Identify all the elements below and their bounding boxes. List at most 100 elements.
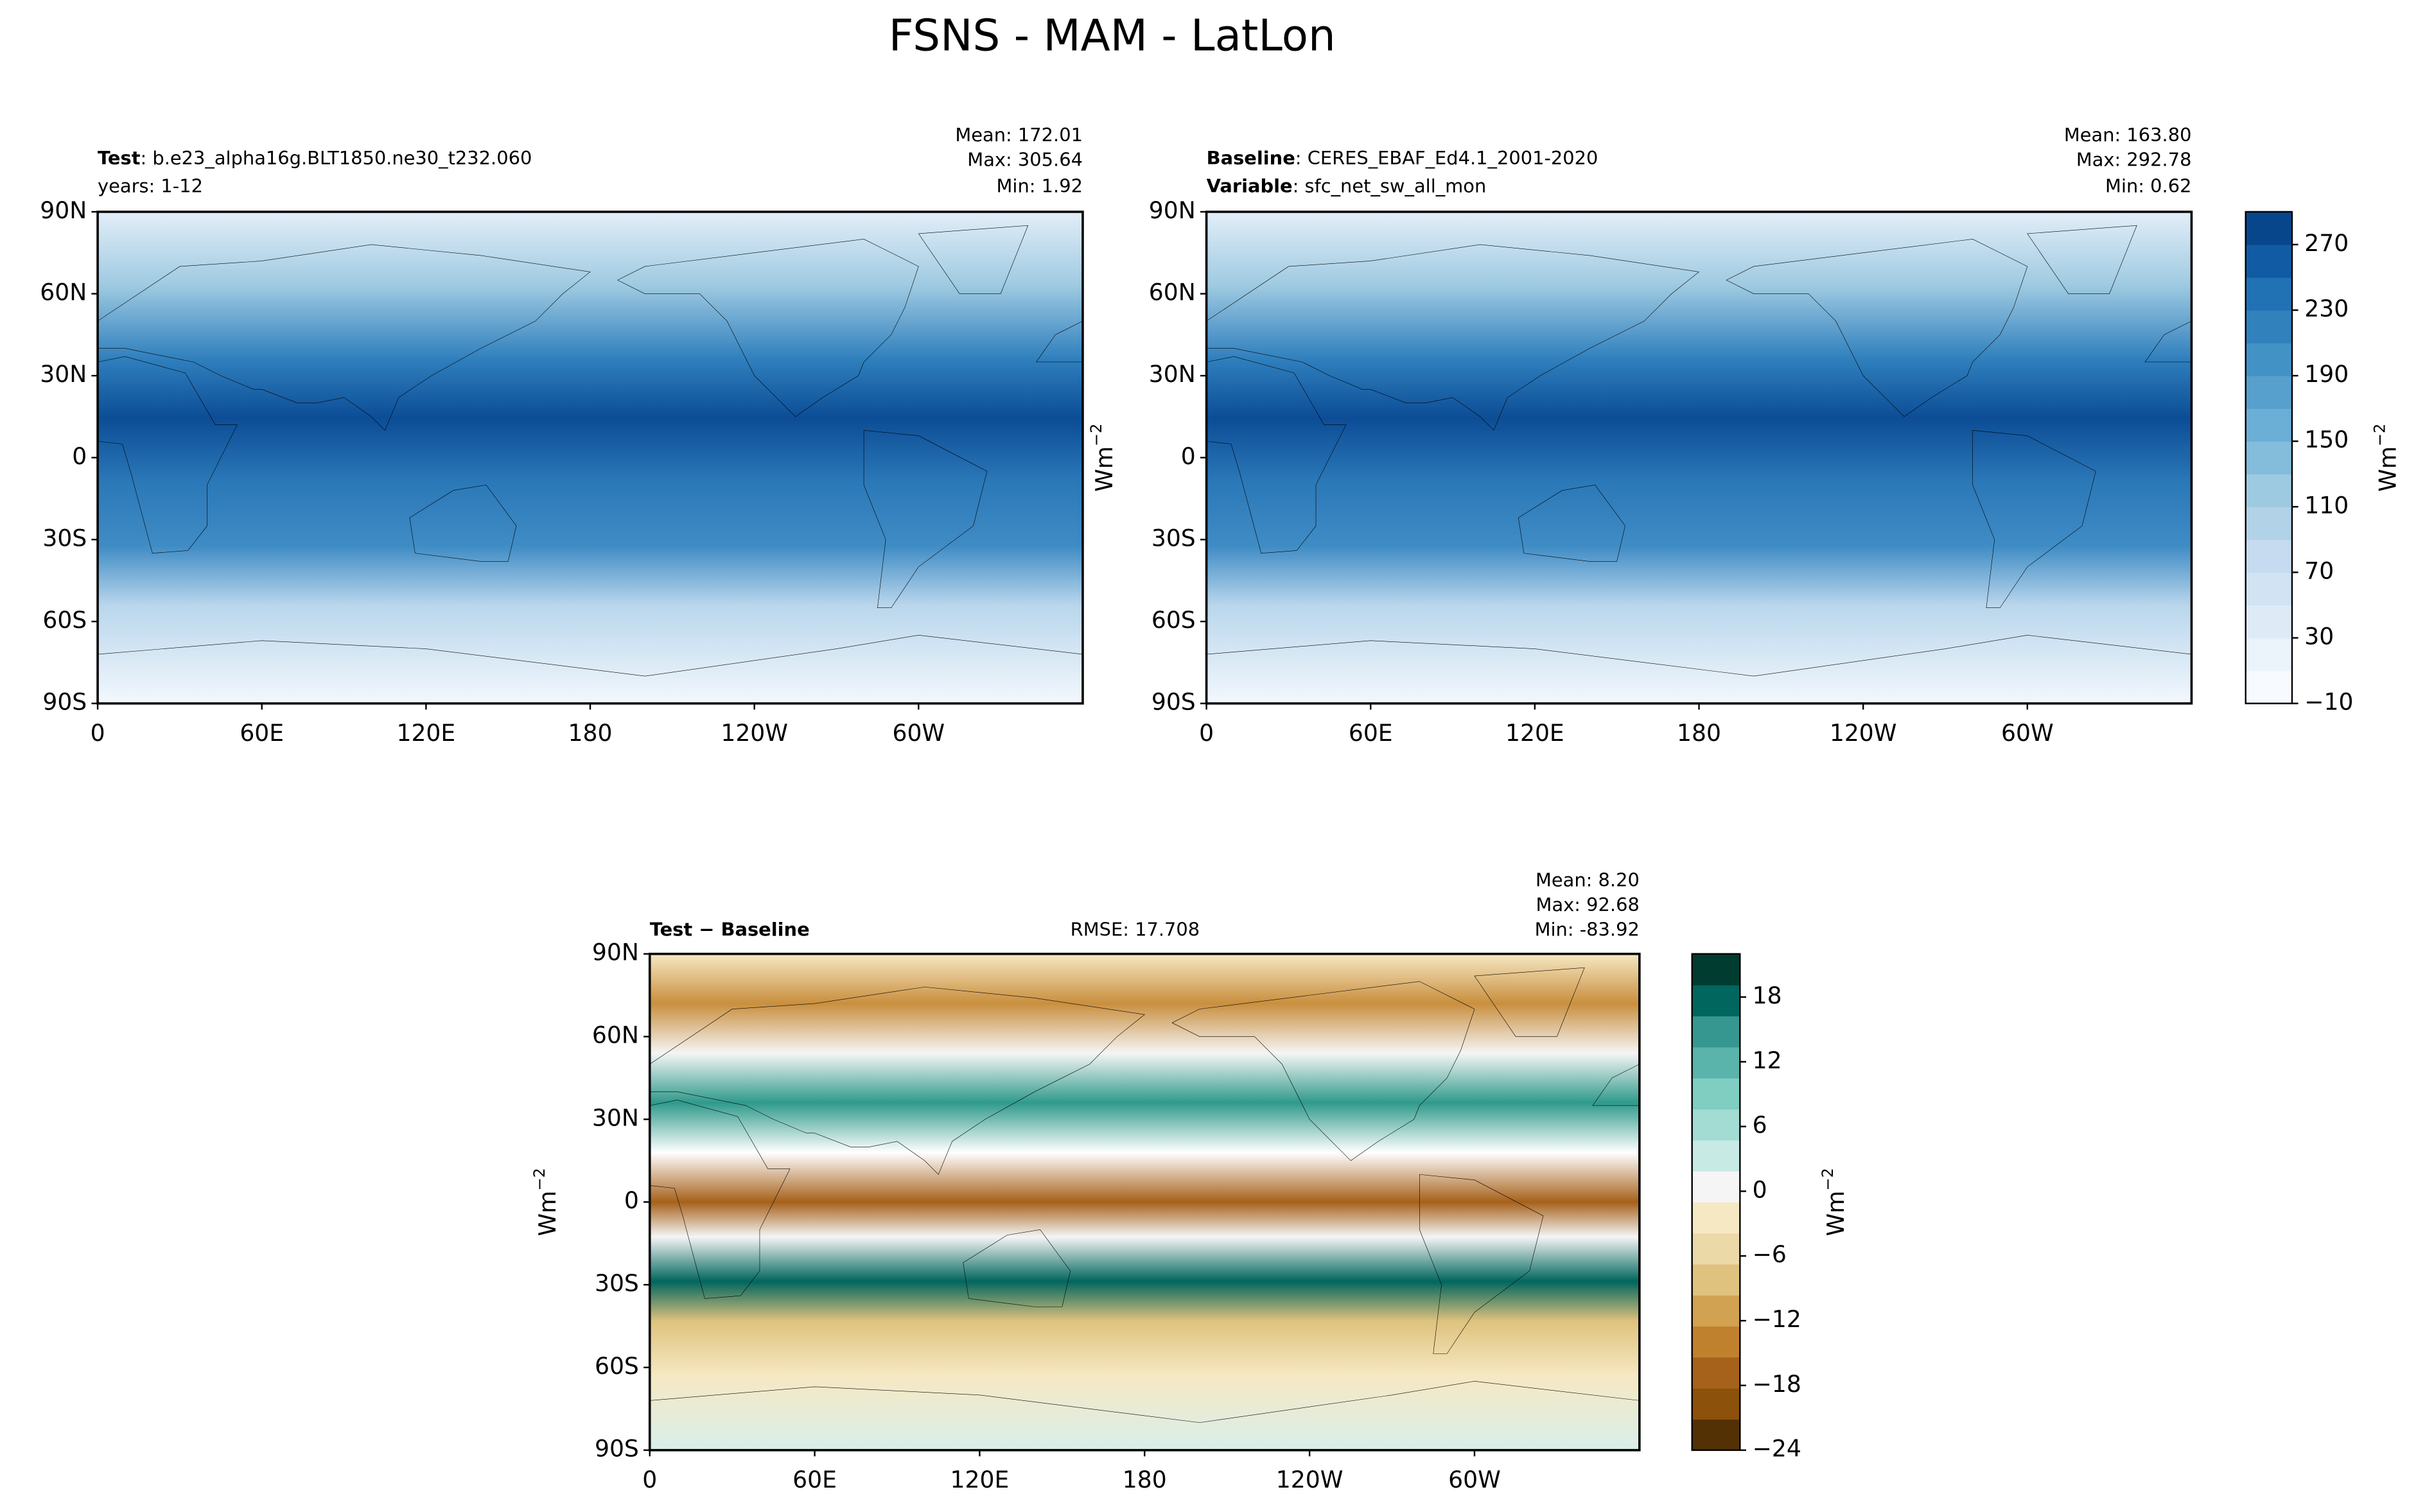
unit-exp: −2: [530, 1168, 548, 1190]
colorbar-tick-label: −6: [1753, 1240, 1787, 1268]
y-tick-label: 90S: [1151, 688, 1196, 716]
colorbar-band: [1692, 1357, 1740, 1389]
y-tick-label: 60S: [42, 606, 87, 634]
colorbar-tick-label: −12: [1753, 1305, 1801, 1333]
panel-label: Test: b.e23_alpha16g.BLT1850.ne30_t232.0…: [98, 147, 532, 169]
colorbar-band: [2245, 408, 2292, 442]
unit-exp: −2: [1087, 424, 1105, 446]
colorbar-tick-label: 190: [2304, 360, 2349, 388]
colorbar-band: [2245, 441, 2292, 475]
colorbar-band: [2245, 211, 2292, 245]
panel-stat: Min: 0.62: [2105, 175, 2191, 196]
panel-label: years: 1-12: [98, 175, 203, 196]
colorbar-band: [1692, 1077, 1740, 1109]
colorbar-tick-label: 30: [2304, 623, 2334, 650]
x-tick-label: 60W: [1448, 1466, 1501, 1493]
panel-label-text: years: 1-12: [98, 175, 203, 196]
colorbar-band: [1692, 1295, 1740, 1327]
map-field: [649, 953, 1640, 1450]
colorbar-band: [2245, 474, 2292, 508]
colorbar-band: [1692, 1388, 1740, 1420]
colorbar-tick-label: 12: [1753, 1047, 1782, 1074]
panel-label-key: Test: [98, 147, 141, 169]
unit-exp: −2: [2371, 424, 2389, 446]
y-tick-label: 90N: [1149, 196, 1196, 224]
unit-exp: −2: [1819, 1168, 1837, 1190]
colorbar-tick-label: 0: [1753, 1176, 1767, 1203]
colorbar-band: [2245, 376, 2292, 409]
y-tick-label: 90N: [592, 939, 639, 966]
y-tick-label: 30N: [40, 360, 87, 388]
colorbar-band: [2245, 605, 2292, 639]
colorbar-band: [2245, 277, 2292, 311]
unit-base: Wm: [1822, 1190, 1850, 1236]
colorbar-band: [1692, 985, 1740, 1017]
x-tick-label: 120E: [396, 719, 455, 747]
y-tick-label: 90S: [42, 688, 87, 716]
colorbar-tick-label: 230: [2304, 295, 2349, 322]
x-tick-label: 120E: [950, 1466, 1010, 1493]
x-tick-label: 60E: [240, 719, 284, 747]
colorbar-tick-label: 110: [2304, 491, 2349, 519]
colorbar-band: [2245, 539, 2292, 573]
x-tick-label: 60W: [2001, 719, 2054, 747]
unit-label: Wm−2: [1087, 424, 1118, 492]
unit-base: Wm: [2374, 446, 2402, 492]
y-tick-label: 30S: [42, 524, 87, 552]
x-tick-label: 180: [1123, 1466, 1167, 1493]
colorbar-band: [2245, 572, 2292, 606]
x-tick-label: 60E: [1349, 719, 1393, 747]
colorbar-tick-label: 6: [1753, 1111, 1767, 1139]
colorbar-tick-label: −18: [1753, 1370, 1801, 1398]
y-tick-label: 60N: [1149, 279, 1196, 306]
panel-label-text: : sfc_net_sw_all_mon: [1293, 175, 1487, 196]
colorbar-band: [1692, 1170, 1740, 1203]
colorbar-tick-label: 270: [2304, 229, 2349, 257]
panel-label-key: Test − Baseline: [650, 919, 810, 941]
panel-stat: Mean: 172.01: [955, 124, 1083, 146]
y-tick-label: 0: [1181, 442, 1196, 470]
panel-label-text: : b.e23_alpha16g.BLT1850.ne30_t232.060: [141, 147, 532, 169]
colorbar-tick-label: 18: [1753, 982, 1782, 1009]
y-tick-label: 30N: [1149, 360, 1196, 388]
map-field: [1206, 211, 2192, 704]
colorbar-frame: [2245, 211, 2293, 704]
colorbar-band: [1692, 1326, 1740, 1358]
x-tick-label: 60E: [792, 1466, 837, 1493]
colorbar-frame: [1691, 953, 1741, 1451]
colorbar-band: [2245, 507, 2292, 541]
y-tick-label: 60S: [1151, 606, 1196, 634]
panel-label: Test − Baseline: [650, 919, 810, 941]
y-tick-label: 30N: [592, 1104, 639, 1131]
panel-stat: Min: -83.92: [1535, 919, 1640, 941]
panel-stat: Max: 292.78: [2076, 148, 2192, 170]
colorbar-band: [2245, 310, 2292, 343]
x-tick-label: 60W: [892, 719, 945, 747]
colorbar-band: [2245, 244, 2292, 278]
panel-stat: Mean: 8.20: [1536, 869, 1640, 891]
panel-label: Baseline: CERES_EBAF_Ed4.1_2001-2020: [1207, 147, 1598, 169]
unit-label: Wm−2: [1819, 1168, 1850, 1236]
y-tick-label: 0: [624, 1186, 639, 1214]
colorbar-band: [1692, 1419, 1740, 1451]
x-tick-label: 120W: [1276, 1466, 1344, 1493]
panel-stat: Min: 1.92: [997, 175, 1083, 196]
colorbar-band: [1692, 1109, 1740, 1141]
panel-stat: Max: 92.68: [1536, 894, 1640, 916]
panel-label-key: Variable: [1207, 175, 1293, 196]
x-tick-label: 120E: [1505, 719, 1564, 747]
panel-stat: Max: 305.64: [967, 148, 1083, 170]
colorbar-band: [1692, 1264, 1740, 1296]
y-tick-label: 0: [72, 442, 87, 470]
figure-title: FSNS - MAM - LatLon: [889, 10, 1336, 61]
panel-label: Variable: sfc_net_sw_all_mon: [1207, 175, 1487, 196]
colorbar-tick-label: −10: [2304, 688, 2353, 716]
panel-label-text: : CERES_EBAF_Ed4.1_2001-2020: [1295, 147, 1598, 169]
colorbar-tick-label: 150: [2304, 426, 2349, 453]
colorbar-band: [1692, 953, 1740, 986]
colorbar-band: [1692, 1202, 1740, 1234]
colorbar-band: [2245, 638, 2292, 672]
map-field: [98, 211, 1083, 704]
y-tick-label: 60S: [595, 1352, 639, 1380]
unit-base: Wm: [1090, 446, 1118, 492]
